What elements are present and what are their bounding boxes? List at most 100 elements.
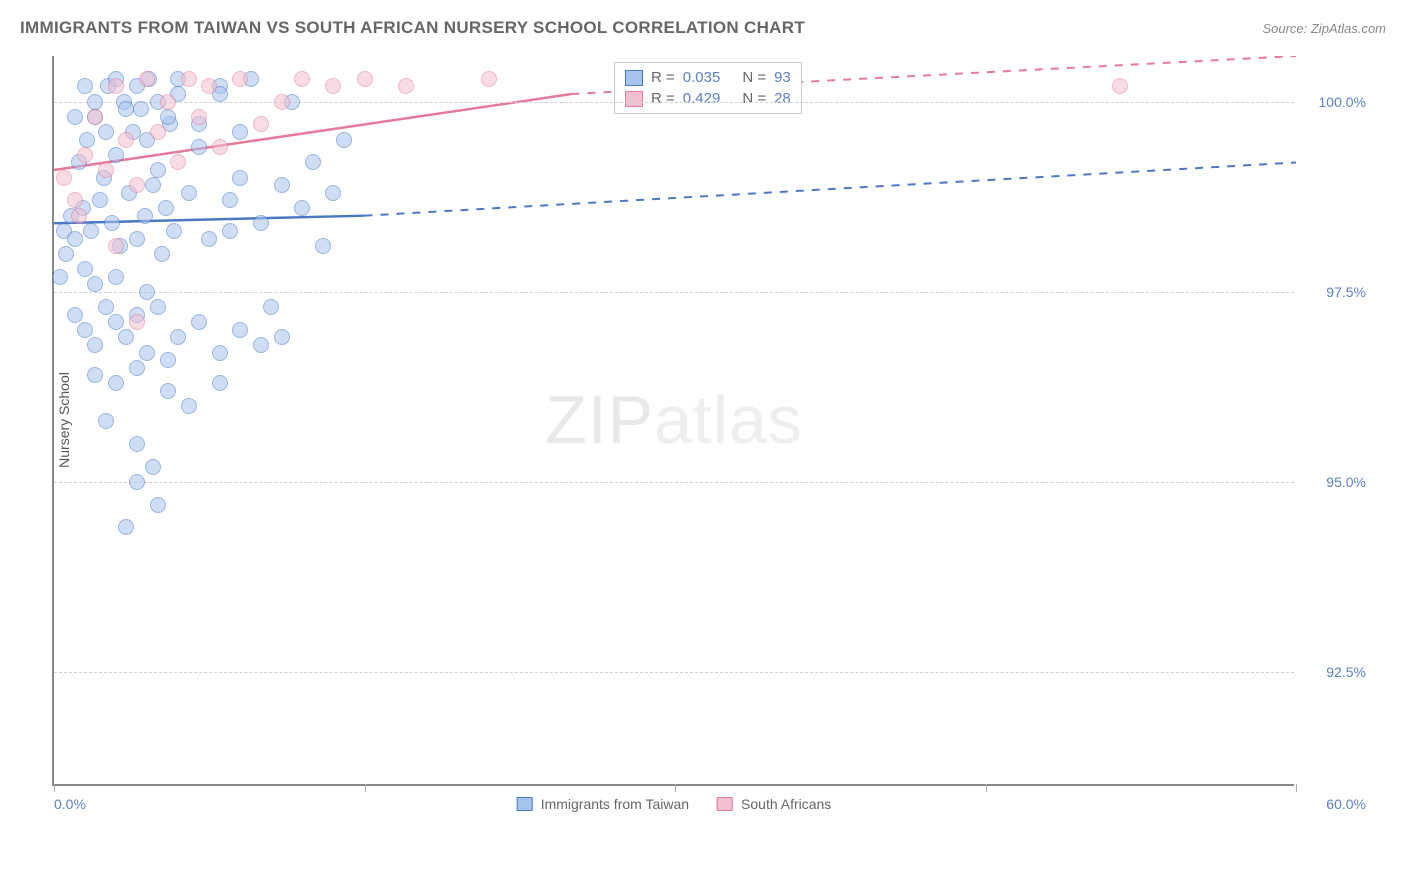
data-point: [212, 139, 228, 155]
data-point: [118, 329, 134, 345]
data-point: [108, 269, 124, 285]
data-point: [71, 208, 87, 224]
data-point: [108, 238, 124, 254]
data-point: [129, 314, 145, 330]
data-point: [77, 261, 93, 277]
data-point: [274, 177, 290, 193]
chart-header: IMMIGRANTS FROM TAIWAN VS SOUTH AFRICAN …: [0, 0, 1406, 48]
legend-row: R = 0.035 N = 93: [625, 67, 791, 88]
legend-swatch: [717, 797, 733, 811]
data-point: [181, 185, 197, 201]
data-point: [108, 314, 124, 330]
data-point: [150, 124, 166, 140]
gridline: [54, 102, 1294, 103]
gridline: [54, 482, 1294, 483]
legend-r-label: R =: [651, 90, 675, 107]
gridline: [54, 292, 1294, 293]
data-point: [263, 299, 279, 315]
stats-legend: R = 0.035 N = 93 R = 0.429 N = 28: [614, 62, 802, 114]
data-point: [150, 497, 166, 513]
data-point: [160, 352, 176, 368]
data-point: [67, 307, 83, 323]
data-point: [201, 78, 217, 94]
x-tick: [54, 784, 55, 792]
data-point: [154, 246, 170, 262]
x-tick: [1296, 784, 1297, 792]
legend-r-label: R =: [651, 69, 675, 86]
data-point: [118, 101, 134, 117]
data-point: [79, 132, 95, 148]
data-point: [92, 192, 108, 208]
plot-region: ZIPatlas Nursery School 0.0% 60.0% R =0.…: [52, 56, 1294, 786]
data-point: [315, 238, 331, 254]
data-point: [129, 360, 145, 376]
data-point: [232, 322, 248, 338]
data-point: [104, 215, 120, 231]
legend-swatch: [517, 797, 533, 811]
data-point: [83, 223, 99, 239]
gridline: [54, 672, 1294, 673]
data-point: [150, 299, 166, 315]
data-point: [294, 200, 310, 216]
series-legend-label: Immigrants from Taiwan: [541, 796, 689, 812]
data-point: [212, 345, 228, 361]
data-point: [212, 375, 228, 391]
data-point: [357, 71, 373, 87]
data-point: [160, 383, 176, 399]
x-axis-min-label: 0.0%: [54, 796, 86, 812]
legend-n-label: N =: [742, 90, 766, 107]
series-legend-item: South Africans: [717, 796, 831, 812]
data-point: [191, 314, 207, 330]
chart-title: IMMIGRANTS FROM TAIWAN VS SOUTH AFRICAN …: [20, 18, 805, 38]
legend-n-value: 93: [774, 69, 791, 86]
data-point: [56, 170, 72, 186]
data-point: [232, 124, 248, 140]
data-point: [98, 162, 114, 178]
legend-r-value: 0.035: [683, 69, 721, 86]
data-point: [52, 269, 68, 285]
legend-n-label: N =: [742, 69, 766, 86]
legend-swatch: [625, 91, 643, 107]
data-point: [294, 71, 310, 87]
data-point: [108, 375, 124, 391]
data-point: [201, 231, 217, 247]
data-point: [118, 132, 134, 148]
data-point: [118, 519, 134, 535]
data-point: [170, 154, 186, 170]
legend-swatch: [625, 70, 643, 86]
chart-source: Source: ZipAtlas.com: [1262, 21, 1386, 36]
data-point: [98, 299, 114, 315]
data-point: [98, 124, 114, 140]
data-point: [253, 337, 269, 353]
x-axis-max-label: 60.0%: [1326, 796, 1366, 812]
y-axis-label: Nursery School: [56, 372, 72, 468]
data-point: [77, 78, 93, 94]
data-point: [129, 177, 145, 193]
legend-n-value: 28: [774, 90, 791, 107]
data-point: [158, 200, 174, 216]
data-point: [191, 109, 207, 125]
data-point: [160, 109, 176, 125]
y-tick-label: 100.0%: [1319, 94, 1366, 110]
data-point: [336, 132, 352, 148]
y-tick-label: 92.5%: [1326, 664, 1366, 680]
legend-r-value: 0.429: [683, 90, 721, 107]
data-point: [181, 71, 197, 87]
data-point: [139, 71, 155, 87]
series-legend-label: South Africans: [741, 796, 831, 812]
data-point: [67, 192, 83, 208]
data-point: [232, 170, 248, 186]
data-point: [87, 109, 103, 125]
data-point: [191, 139, 207, 155]
data-point: [139, 284, 155, 300]
data-point: [170, 329, 186, 345]
data-point: [108, 147, 124, 163]
data-point: [274, 94, 290, 110]
legend-row: R = 0.429 N = 28: [625, 88, 791, 109]
data-point: [398, 78, 414, 94]
data-point: [87, 367, 103, 383]
x-tick: [986, 784, 987, 792]
data-point: [481, 71, 497, 87]
data-point: [253, 116, 269, 132]
data-point: [129, 474, 145, 490]
